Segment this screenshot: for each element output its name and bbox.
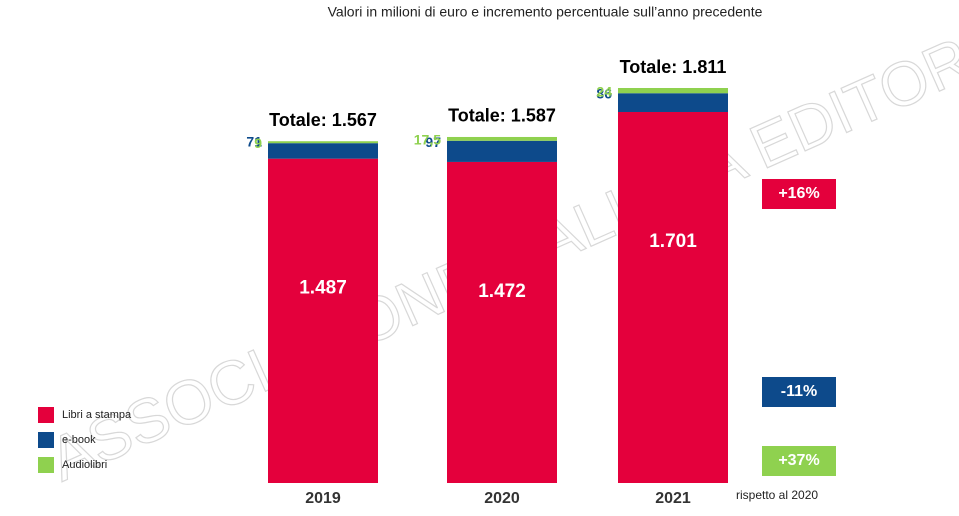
data-label: 86 [596, 85, 612, 101]
total-label: Totale: 1.811 [620, 57, 727, 77]
total-label: Totale: 1.567 [269, 110, 377, 130]
bar-segment [268, 141, 378, 144]
total-label: Totale: 1.587 [448, 106, 556, 126]
x-tick-label: 2021 [655, 490, 691, 507]
change-label: -11% [781, 383, 817, 400]
data-label: 17,5 [414, 132, 441, 148]
data-label: 97 [425, 134, 441, 150]
legend-swatch [38, 432, 54, 448]
change-box [762, 377, 836, 407]
bar-segment [618, 88, 728, 94]
bar-segment [268, 143, 378, 159]
bar-segment [447, 136, 557, 141]
x-tick-label: 2019 [305, 490, 341, 507]
bar-segment [447, 161, 557, 483]
data-label: 1.487 [299, 278, 347, 299]
bar-segment [447, 140, 557, 162]
legend-label: e-book [62, 434, 96, 446]
change-label: +37% [778, 452, 819, 469]
bar-segment [618, 111, 728, 483]
chart-subtitle: Valori in milioni di euro e incremento p… [328, 4, 763, 20]
legend-label: Libri a stampa [62, 409, 132, 421]
legend-label: Audiolibri [62, 459, 107, 471]
data-label: 1.472 [478, 281, 526, 302]
legend-swatch [38, 457, 54, 473]
data-label: 1.701 [649, 231, 697, 252]
data-label: 9 [254, 135, 262, 151]
change-box [762, 179, 836, 209]
change-box [762, 446, 836, 476]
bar-segment [618, 93, 728, 112]
change-note: rispetto al 2020 [736, 488, 818, 502]
data-label: 24 [596, 83, 612, 99]
change-label: +16% [778, 185, 819, 202]
bar-segment [268, 158, 378, 483]
legend-swatch [38, 407, 54, 423]
data-label: 71 [246, 134, 262, 150]
x-tick-label: 2020 [484, 490, 520, 507]
